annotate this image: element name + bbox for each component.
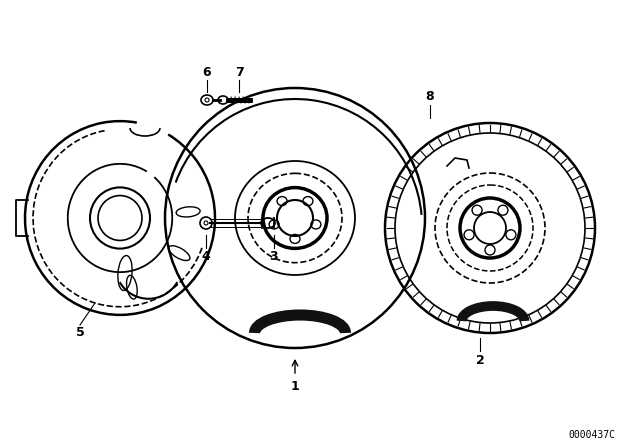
Text: 6: 6: [203, 65, 211, 78]
Text: 0000437C: 0000437C: [568, 430, 615, 440]
Text: 5: 5: [76, 327, 84, 340]
Text: 4: 4: [202, 250, 211, 263]
Text: 1: 1: [291, 379, 300, 392]
Text: 2: 2: [476, 353, 484, 366]
Text: 3: 3: [269, 250, 278, 263]
Text: 7: 7: [235, 65, 243, 78]
Text: 8: 8: [426, 90, 435, 103]
